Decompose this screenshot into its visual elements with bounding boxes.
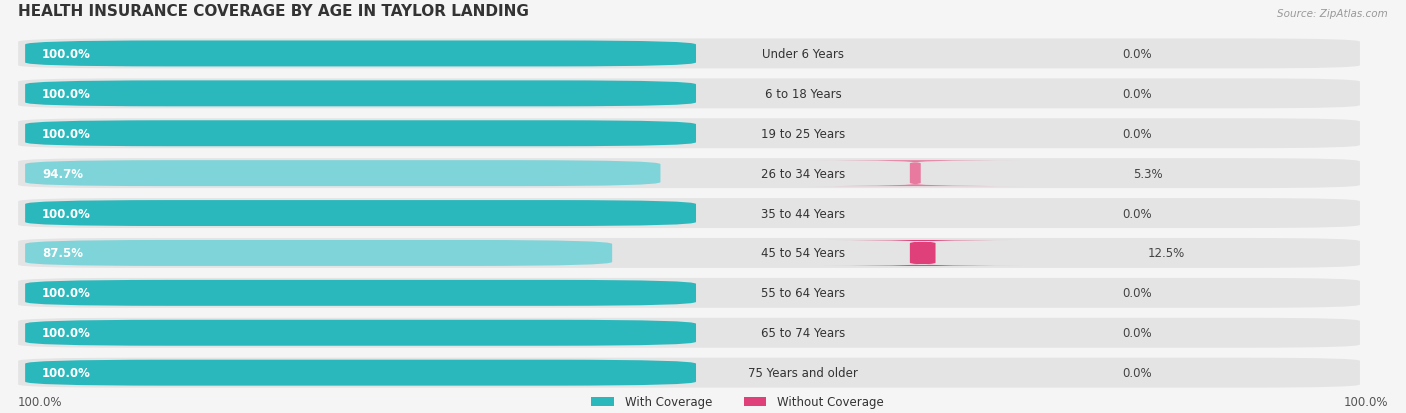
- FancyBboxPatch shape: [18, 159, 1360, 189]
- Text: 12.5%: 12.5%: [1147, 247, 1185, 260]
- FancyBboxPatch shape: [25, 161, 661, 187]
- Text: 35 to 44 Years: 35 to 44 Years: [761, 207, 845, 220]
- FancyBboxPatch shape: [824, 240, 1022, 266]
- Text: 100.0%: 100.0%: [42, 48, 91, 61]
- Text: 100.0%: 100.0%: [18, 395, 63, 408]
- FancyBboxPatch shape: [25, 201, 696, 226]
- Text: 100.0%: 100.0%: [42, 326, 91, 339]
- Text: 65 to 74 Years: 65 to 74 Years: [761, 326, 845, 339]
- Text: 0.0%: 0.0%: [1122, 287, 1152, 299]
- FancyBboxPatch shape: [25, 320, 696, 346]
- Text: 100.0%: 100.0%: [1343, 395, 1388, 408]
- Text: 100.0%: 100.0%: [42, 128, 91, 140]
- Text: HEALTH INSURANCE COVERAGE BY AGE IN TAYLOR LANDING: HEALTH INSURANCE COVERAGE BY AGE IN TAYL…: [18, 4, 529, 19]
- FancyBboxPatch shape: [18, 278, 1360, 308]
- Text: Under 6 Years: Under 6 Years: [762, 48, 844, 61]
- FancyBboxPatch shape: [18, 318, 1360, 348]
- FancyBboxPatch shape: [18, 238, 1360, 268]
- Text: 45 to 54 Years: 45 to 54 Years: [761, 247, 845, 260]
- FancyBboxPatch shape: [25, 41, 696, 67]
- Text: 0.0%: 0.0%: [1122, 88, 1152, 101]
- Text: 0.0%: 0.0%: [1122, 48, 1152, 61]
- Text: 0.0%: 0.0%: [1122, 326, 1152, 339]
- Text: 100.0%: 100.0%: [42, 366, 91, 379]
- FancyBboxPatch shape: [591, 397, 613, 406]
- FancyBboxPatch shape: [744, 397, 766, 406]
- Text: 5.3%: 5.3%: [1133, 167, 1163, 180]
- Text: 6 to 18 Years: 6 to 18 Years: [765, 88, 841, 101]
- FancyBboxPatch shape: [18, 79, 1360, 109]
- Text: 26 to 34 Years: 26 to 34 Years: [761, 167, 845, 180]
- FancyBboxPatch shape: [18, 119, 1360, 149]
- FancyBboxPatch shape: [25, 360, 696, 386]
- Text: 0.0%: 0.0%: [1122, 207, 1152, 220]
- Text: 19 to 25 Years: 19 to 25 Years: [761, 128, 845, 140]
- FancyBboxPatch shape: [18, 358, 1360, 388]
- Text: 55 to 64 Years: 55 to 64 Years: [761, 287, 845, 299]
- FancyBboxPatch shape: [25, 280, 696, 306]
- Text: Source: ZipAtlas.com: Source: ZipAtlas.com: [1277, 9, 1388, 19]
- Text: 0.0%: 0.0%: [1122, 366, 1152, 379]
- Text: 87.5%: 87.5%: [42, 247, 83, 260]
- Text: 94.7%: 94.7%: [42, 167, 83, 180]
- Text: 75 Years and older: 75 Years and older: [748, 366, 858, 379]
- Text: 100.0%: 100.0%: [42, 287, 91, 299]
- FancyBboxPatch shape: [25, 240, 612, 266]
- FancyBboxPatch shape: [808, 161, 1022, 187]
- FancyBboxPatch shape: [18, 199, 1360, 228]
- FancyBboxPatch shape: [25, 81, 696, 107]
- Text: 100.0%: 100.0%: [42, 88, 91, 101]
- Text: 0.0%: 0.0%: [1122, 128, 1152, 140]
- Text: With Coverage: With Coverage: [624, 395, 711, 408]
- Text: Without Coverage: Without Coverage: [778, 395, 884, 408]
- FancyBboxPatch shape: [18, 39, 1360, 69]
- Text: 100.0%: 100.0%: [42, 207, 91, 220]
- FancyBboxPatch shape: [25, 121, 696, 147]
